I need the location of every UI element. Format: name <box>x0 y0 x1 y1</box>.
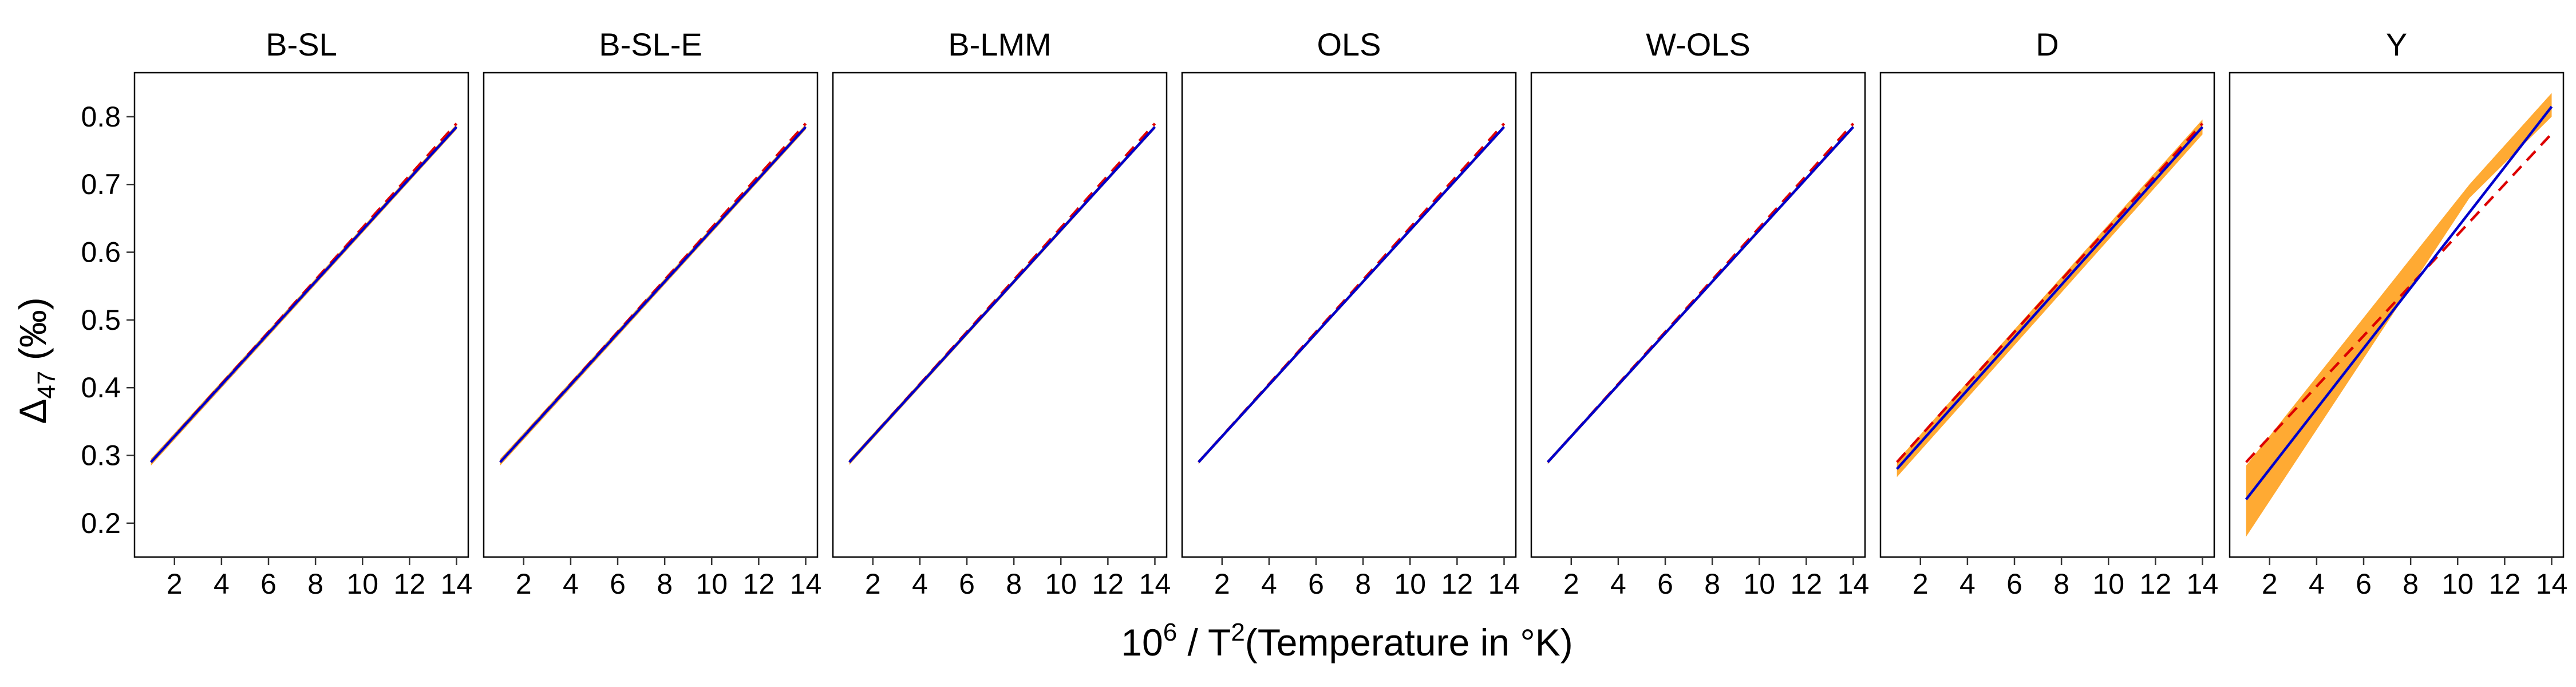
panel: OLS 2 4 6 8 10 12 14 <box>1181 26 1520 600</box>
y-tick-label: 0.8 <box>81 101 121 133</box>
panel: B-LMM 2 4 6 8 10 12 14 <box>832 26 1171 600</box>
panel-title: B-SL-E <box>599 26 702 62</box>
x-tick-label: 14 <box>1838 568 1870 600</box>
x-tick-label: 8 <box>657 568 673 600</box>
x-tick-label: 14 <box>1139 568 1171 600</box>
y-tick-label: 0.6 <box>81 236 121 269</box>
x-tick-label: 10 <box>2092 568 2124 600</box>
x-tick-label: 4 <box>912 568 928 600</box>
x-tick-label: 10 <box>2441 568 2474 600</box>
panel-background <box>1880 73 2214 557</box>
x-tick-label: 14 <box>441 568 473 600</box>
fitted-line <box>848 126 1156 463</box>
panel-background <box>484 73 817 557</box>
panel-title: B-LMM <box>948 26 1051 62</box>
y-tick-label: 0.7 <box>81 168 121 200</box>
x-tick-label: 14 <box>790 568 822 600</box>
panel-background <box>1182 73 1516 557</box>
x-tick-label: 8 <box>1006 568 1022 600</box>
true-line <box>1896 123 2204 463</box>
panel-title: B-SL <box>266 26 337 62</box>
x-tick-label: 4 <box>563 568 579 600</box>
x-tick-label: 6 <box>2006 568 2022 600</box>
x-tick-label: 14 <box>2536 568 2568 600</box>
panel-title: Y <box>2386 26 2407 62</box>
x-tick-label: 6 <box>260 568 276 600</box>
x-tick-label: 2 <box>2262 568 2278 600</box>
y-axis-title: Δ47 (‰) <box>11 297 61 424</box>
y-tick-label: 0.2 <box>81 507 121 539</box>
x-tick-label: 2 <box>865 568 881 600</box>
x-tick-label: 8 <box>2403 568 2419 600</box>
panel-background <box>135 73 468 557</box>
x-tick-label: 2 <box>516 568 532 600</box>
x-tick-label: 2 <box>1214 568 1230 600</box>
panel-frame <box>483 72 819 558</box>
x-tick-label: 4 <box>1610 568 1626 600</box>
panel: B-SL 2 4 6 8 10 12 14 <box>133 26 473 600</box>
fitted-line <box>1896 126 2204 470</box>
x-tick-label: 2 <box>1563 568 1579 600</box>
x-tick-label: 10 <box>696 568 728 600</box>
x-tick-label: 12 <box>743 568 775 600</box>
x-tick-label: 10 <box>1394 568 1426 600</box>
x-tick-label: 8 <box>307 568 323 600</box>
x-tick-label: 12 <box>1791 568 1823 600</box>
panel-frame <box>1530 72 1866 558</box>
panel-frame <box>1181 72 1517 558</box>
x-axis-title: 106 / T2(Temperature in °K) <box>1121 618 1573 664</box>
y-tick-label: 0.3 <box>81 440 121 472</box>
panel-background <box>1531 73 1865 557</box>
x-tick-label: 6 <box>959 568 975 600</box>
x-tick-label: 4 <box>214 568 230 600</box>
x-tick-label: 2 <box>167 568 183 600</box>
x-tick-label: 10 <box>1045 568 1077 600</box>
panel: B-SL-E 2 4 6 8 10 12 14 <box>483 26 822 600</box>
x-tick-label: 8 <box>2053 568 2069 600</box>
x-tick-label: 4 <box>1261 568 1277 600</box>
fitted-line <box>2245 105 2553 500</box>
x-tick-label: 2 <box>1913 568 1929 600</box>
panel: Y 2 4 6 8 10 12 14 <box>2229 26 2568 600</box>
fitted-line <box>499 126 807 463</box>
x-tick-label: 8 <box>1355 568 1371 600</box>
fitted-line <box>1198 126 1506 463</box>
x-tick-label: 12 <box>394 568 426 600</box>
x-tick-label: 10 <box>1743 568 1775 600</box>
x-tick-label: 10 <box>346 568 378 600</box>
confidence-ribbon <box>2246 93 2552 537</box>
x-tick-label: 12 <box>2489 568 2521 600</box>
panel-title: OLS <box>1317 26 1381 62</box>
panel-frame <box>133 72 469 558</box>
panel-background <box>833 73 1167 557</box>
panel-frame <box>1879 72 2215 558</box>
y-tick-label: 0.4 <box>81 372 121 404</box>
x-tick-label: 6 <box>1657 568 1673 600</box>
x-tick-label: 12 <box>1441 568 1473 600</box>
x-tick-label: 14 <box>1488 568 1520 600</box>
x-tick-label: 4 <box>2309 568 2325 600</box>
fitted-line <box>150 126 458 463</box>
x-tick-label: 12 <box>1092 568 1124 600</box>
x-tick-label: 6 <box>610 568 626 600</box>
x-tick-label: 6 <box>2356 568 2372 600</box>
panel-title: D <box>2036 26 2059 62</box>
panel: W-OLS 2 4 6 8 10 12 14 <box>1530 26 1870 600</box>
panel-title: W-OLS <box>1646 26 1751 62</box>
x-tick-label: 14 <box>2187 568 2219 600</box>
panel-frame <box>832 72 1168 558</box>
x-tick-label: 6 <box>1308 568 1324 600</box>
x-tick-label: 12 <box>2140 568 2172 600</box>
panel: D 2 4 6 8 10 12 14 <box>1879 26 2219 600</box>
panel-frame <box>2229 72 2565 558</box>
x-tick-label: 4 <box>1959 568 1976 600</box>
fitted-line <box>1547 126 1855 463</box>
x-tick-label: 8 <box>1704 568 1720 600</box>
y-axis: 0.2 0.3 0.4 0.5 0.6 0.7 0.8 <box>81 101 135 539</box>
true-line <box>2245 132 2553 463</box>
y-tick-label: 0.5 <box>81 304 121 336</box>
